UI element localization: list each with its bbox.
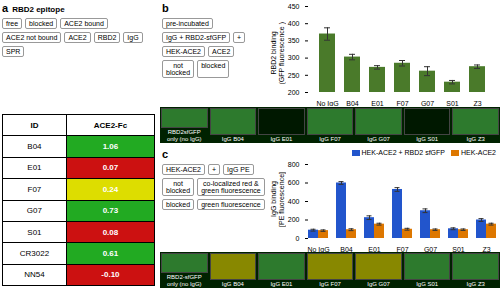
html-text:IgG: IgG (127, 34, 139, 41)
html-text:0.73: 0.73 (102, 206, 119, 216)
html-text:CR3022: CR3022 (19, 248, 50, 258)
html-text:a RBD2 epitope: a RBD2 epitope (2, 2, 65, 14)
html-text:IgG PE: IgG PE (227, 166, 250, 173)
svg-text:200: 200 (288, 89, 300, 96)
html-text:S01: S01 (27, 227, 42, 237)
html-text:blocked: blocked (201, 62, 226, 69)
svg-text:800: 800 (288, 161, 300, 168)
html-text:RBD2 binding (GFP fluorescence: RBD2 binding (GFP fluorescence ) (270, 21, 285, 85)
html-text:IgG E01: IgG E01 (270, 280, 293, 287)
html-text:IgG S01: IgG S01 (416, 135, 439, 142)
html-text:pre-incubated: pre-incubated (166, 20, 209, 27)
html-text:blocked: blocked (29, 20, 54, 27)
html-text:ACE2: ACE2 (68, 34, 87, 41)
svg-text:S01: S01 (446, 100, 459, 106)
html-text:F07: F07 (27, 184, 42, 194)
svg-text:600: 600 (288, 179, 300, 186)
html-text:IgG binding [PE fluorescence]: IgG binding [PE fluorescence] (270, 171, 285, 227)
svg-text:400: 400 (288, 198, 300, 205)
html-text:0.08: 0.08 (102, 227, 119, 237)
html-text:NN54: NN54 (24, 270, 45, 280)
html-text:0.61: 0.61 (102, 248, 119, 258)
svg-text:450: 450 (288, 3, 300, 10)
html-text:SPR: SPR (6, 48, 21, 55)
html-text:HEK-ACE2 + RBD2 sfGFP: HEK-ACE2 + RBD2 sfGFP (361, 149, 445, 156)
html-text:0.07: 0.07 (102, 163, 119, 173)
html-text:IgG F07: IgG F07 (319, 280, 341, 287)
html-text:c: c (162, 148, 169, 160)
html-text:B04: B04 (27, 142, 42, 152)
html-text:blocked: blocked (166, 201, 191, 208)
svg-text:400: 400 (288, 20, 300, 27)
html-text:co-localized red & green fluor: co-localized red & green fluorescence (201, 180, 261, 194)
svg-text:No IgG: No IgG (316, 100, 338, 106)
svg-text:F07: F07 (396, 100, 408, 106)
html-text:free: free (6, 20, 19, 27)
html-text:ACE2-Fc: ACE2-Fc (93, 120, 128, 130)
html-text:not blocked: not blocked (166, 62, 191, 76)
html-text:IgG B04: IgG B04 (221, 135, 244, 142)
html-text:RBD2-sfGFP only (no IgG): RBD2-sfGFP only (no IgG) (166, 274, 202, 287)
svg-text:250: 250 (288, 72, 300, 79)
html-text:IgG G07: IgG G07 (367, 280, 390, 287)
html-text:IgG F07: IgG F07 (319, 135, 341, 142)
svg-text:350: 350 (288, 37, 300, 44)
html-text:ACE2 bound: ACE2 bound (64, 20, 104, 27)
html-text:RBD2: RBD2 (97, 34, 117, 41)
html-text:G07: G07 (26, 206, 42, 216)
html-text:ACE2 not bound: ACE2 not bound (6, 34, 58, 41)
svg-text:0: 0 (296, 235, 300, 242)
html-text:not blocked: not blocked (166, 180, 191, 194)
svg-text:G07: G07 (421, 100, 434, 106)
html-text:HEK-ACE2: HEK-ACE2 (166, 48, 201, 55)
html-text:IgG B04: IgG B04 (221, 280, 244, 287)
html-text:IgG Z3: IgG Z3 (466, 280, 485, 287)
svg-text:B04: B04 (346, 100, 359, 106)
html-text:0.24: 0.24 (102, 184, 119, 194)
html-text:b: b (162, 2, 169, 14)
html-text:HEK-ACE2: HEK-ACE2 (461, 149, 496, 156)
html-text:IgG + RBD2-sfGFP: IgG + RBD2-sfGFP (166, 34, 227, 41)
html-text:HEK-ACE2: HEK-ACE2 (166, 166, 201, 173)
svg-text:Z3: Z3 (473, 100, 481, 106)
html-text:E01: E01 (27, 163, 42, 173)
html-text:IgG Z3: IgG Z3 (466, 135, 485, 142)
html-text:IgG E01: IgG E01 (270, 135, 293, 142)
html-text:green fluorescence: green fluorescence (201, 201, 261, 208)
svg-text:E01: E01 (371, 100, 384, 106)
html-text:IgG S01: IgG S01 (416, 280, 439, 287)
html-text:ACE2: ACE2 (212, 48, 231, 55)
svg-text:300: 300 (288, 54, 300, 61)
html-text:IgG G07: IgG G07 (367, 135, 390, 142)
html-text:RBD2sfGFP only (no IgG): RBD2sfGFP only (no IgG) (166, 129, 202, 142)
html-text:ID: ID (30, 120, 39, 130)
svg-text:200: 200 (288, 216, 300, 223)
html-text:-0.10: -0.10 (101, 270, 120, 280)
html-text:1.06: 1.06 (102, 142, 119, 152)
